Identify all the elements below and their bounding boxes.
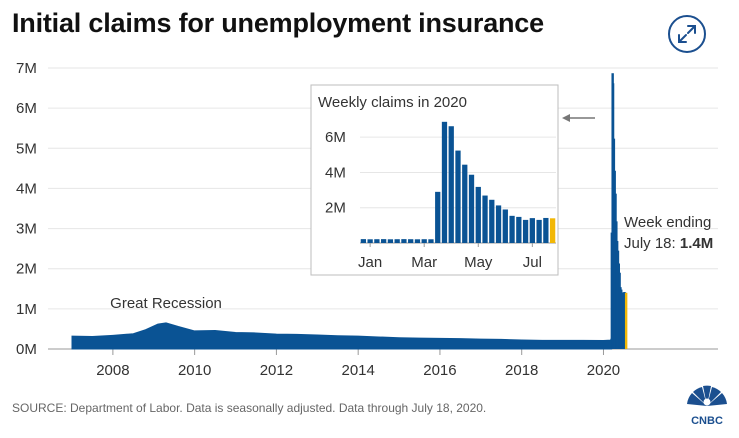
inset-x-tick-label: May [464, 254, 493, 271]
inset-bar [543, 217, 549, 243]
inset-bar [455, 150, 461, 243]
expand-arrows-icon [678, 25, 696, 43]
inset-x-tick-label: Jan [358, 254, 382, 271]
y-tick-label: 2M [16, 261, 37, 278]
y-tick-label: 7M [16, 60, 37, 77]
callout-line1: Week ending [624, 214, 711, 231]
callout-line2: July 18: 1.4M [624, 235, 713, 252]
source-note: SOURCE: Department of Labor. Data is sea… [12, 401, 487, 415]
y-tick-label: 1M [16, 301, 37, 318]
inset-y-tick-label: 4M [325, 164, 346, 181]
claims-area [71, 322, 613, 350]
y-tick-label: 0M [16, 341, 37, 358]
inset-frame [310, 84, 559, 276]
inset-bar [482, 195, 488, 243]
chart-area: 7M 6M 5M 4M 3M 2M 1M 0M 2008 2010 2012 2014 2016 2018… [16, 60, 718, 379]
inset-bar [401, 239, 407, 243]
inset-bar [502, 209, 508, 243]
highlight-bar [624, 292, 628, 349]
annotation-great-recession: Great Recession [110, 295, 222, 312]
x-tick-label: 2008 [96, 362, 129, 379]
inset-bar [374, 239, 380, 243]
x-tick-label: 2010 [178, 362, 211, 379]
logo-text: CNBC [691, 415, 723, 427]
expand-button[interactable] [668, 15, 706, 53]
inset-arrow-head [562, 114, 570, 122]
inset-bar [394, 239, 400, 243]
inset-bar [448, 126, 454, 243]
inset-bar [421, 239, 427, 243]
inset-bar [462, 164, 468, 243]
inset-highlight-bar [549, 218, 556, 243]
x-tick-label: 2020 [587, 362, 620, 379]
inset-bar [489, 199, 495, 243]
inset-bar [536, 219, 542, 243]
y-tick-label: 4M [16, 180, 37, 197]
inset-bar [381, 239, 387, 243]
inset-bar [522, 219, 529, 243]
callout-date: July 18: [624, 235, 680, 252]
y-tick-label: 5M [16, 140, 37, 157]
y-tick-label: 6M [16, 100, 37, 117]
inset-bar [408, 239, 414, 243]
inset-bar [414, 239, 421, 243]
inset-bar [495, 205, 502, 243]
inset-x-tick-label: Jul [523, 254, 542, 271]
y-tick-label: 3M [16, 221, 37, 238]
inset-bar [468, 174, 475, 243]
inset-x-tick-label: Mar [411, 254, 437, 271]
inset-bar [441, 121, 448, 243]
inset-title: Weekly claims in 2020 [318, 94, 467, 111]
inset-bar [367, 239, 373, 243]
inset-y-tick-label: 6M [325, 129, 346, 146]
inset-y-tick-label: 2M [325, 200, 346, 217]
callout-value: 1.4M [680, 235, 713, 252]
inset-bar [387, 239, 394, 243]
inset-bar [529, 218, 535, 243]
inset-bar [428, 239, 434, 243]
inset-bar [475, 186, 481, 243]
x-tick-label: 2014 [341, 362, 374, 379]
x-tick-label: 2012 [260, 362, 293, 379]
cnbc-logo: CNBC [687, 385, 727, 427]
x-tick-label: 2016 [423, 362, 456, 379]
inset-bar [509, 215, 515, 243]
x-tick-label: 2018 [505, 362, 538, 379]
inset-bar [435, 191, 441, 243]
inset-bar [360, 239, 367, 243]
chart-title: Initial claims for unemployment insuranc… [12, 8, 544, 38]
inset-bar [516, 216, 522, 243]
